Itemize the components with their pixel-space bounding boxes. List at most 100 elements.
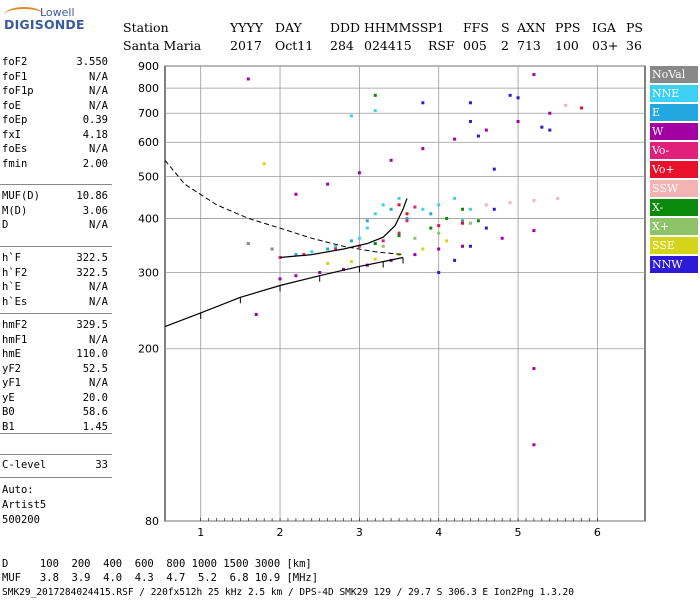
data-point xyxy=(397,203,401,207)
auto-scaling-text: Artist5 xyxy=(2,499,47,511)
data-point xyxy=(326,182,330,186)
param-name: C-level xyxy=(2,459,47,471)
data-point xyxy=(484,203,488,207)
data-point xyxy=(461,244,465,248)
data-point xyxy=(516,96,520,100)
legend-item-x-: X- xyxy=(650,199,698,216)
data-point xyxy=(421,247,425,251)
param-name: fmin xyxy=(2,157,28,170)
separator xyxy=(0,454,112,455)
param-name: hmE xyxy=(2,348,21,360)
separator xyxy=(0,477,112,478)
x-tick-label: 6 xyxy=(594,526,601,539)
y-tick-label: 900 xyxy=(138,60,159,73)
param-name: B0 xyxy=(2,406,15,418)
data-point xyxy=(262,162,266,166)
y-tick-label: 600 xyxy=(138,136,159,149)
param-value: N/A xyxy=(89,85,108,97)
hdr-s: S xyxy=(501,20,510,35)
data-point xyxy=(373,212,377,216)
data-point xyxy=(421,147,425,151)
param-row: hmE 110.0 xyxy=(2,348,108,362)
data-point xyxy=(294,253,298,257)
data-point xyxy=(278,277,282,281)
legend-item-vo-: Vo+ xyxy=(650,161,698,178)
param-row: B1 1.45 xyxy=(2,421,108,435)
param-value: 10.86 xyxy=(76,190,108,202)
param-value: 33 xyxy=(95,459,108,471)
data-point xyxy=(429,212,433,216)
param-value: N/A xyxy=(89,99,108,112)
separator xyxy=(0,313,112,314)
hdr-pps-val: 100 xyxy=(555,38,579,53)
hdr-pps: PPS xyxy=(555,20,581,35)
data-point xyxy=(294,192,298,196)
data-point xyxy=(476,219,480,223)
c-level-row: C-level 33 xyxy=(2,459,108,473)
y-tick-label: 700 xyxy=(138,107,159,120)
legend-item-e: E xyxy=(650,104,698,121)
data-point xyxy=(437,271,441,275)
header-line-2: Santa Maria 2017 Oct11 284 024415 RSF 00… xyxy=(0,38,642,233)
data-point xyxy=(468,101,472,105)
data-point xyxy=(389,207,393,211)
param-name: foEs xyxy=(2,143,28,155)
param-row: foF2 3.550 xyxy=(2,56,108,70)
y-tick-label: 200 xyxy=(138,343,159,356)
data-point xyxy=(540,125,544,129)
data-point xyxy=(373,257,377,261)
param-name: hmF1 xyxy=(2,333,28,346)
param-value: N/A xyxy=(89,333,108,346)
param-row: foEp 0.39 xyxy=(2,114,108,128)
param-name: h`Es xyxy=(2,295,28,308)
data-point xyxy=(508,201,512,205)
x-tick-label: 2 xyxy=(277,526,284,539)
hdr-p1-val: RSF xyxy=(428,38,455,53)
data-point xyxy=(357,244,361,248)
data-point xyxy=(453,196,457,200)
param-value: 20.0 xyxy=(82,391,108,404)
param-row: yE 20.0 xyxy=(2,392,108,406)
data-point xyxy=(445,239,449,243)
logo-product: DIGISONDE xyxy=(4,17,85,32)
data-point xyxy=(334,244,338,248)
data-point xyxy=(548,128,552,132)
data-point xyxy=(500,236,504,240)
data-point xyxy=(405,216,409,220)
data-point xyxy=(349,239,353,243)
param-row: foE N/A xyxy=(2,100,108,114)
data-point xyxy=(468,207,472,211)
data-point xyxy=(397,196,401,200)
hdr-ffs-val: 005 xyxy=(463,38,487,53)
legend-item-vo-: Vo- xyxy=(650,142,698,159)
hdr-iga: IGA xyxy=(592,20,616,35)
data-point xyxy=(381,244,385,248)
data-point xyxy=(405,212,409,216)
hdr-axn: AXN xyxy=(517,20,546,35)
data-point xyxy=(270,247,274,251)
data-point xyxy=(381,239,385,243)
y-tick-label: 80 xyxy=(145,515,159,528)
hdr-ddd-val: 284 xyxy=(330,38,354,53)
data-point xyxy=(468,244,472,248)
separator xyxy=(0,433,112,434)
param-name: yF1 xyxy=(2,377,21,389)
data-point xyxy=(357,171,361,175)
auto-scaling-text: Auto: xyxy=(2,484,34,496)
data-point xyxy=(373,242,377,246)
data-point xyxy=(421,101,425,105)
data-point xyxy=(373,93,377,97)
data-point xyxy=(389,158,393,162)
data-point xyxy=(413,236,417,240)
hdr-iga-val: 03+ xyxy=(592,38,619,53)
legend-item-sse: SSE xyxy=(650,237,698,254)
hdr-station: Station xyxy=(123,20,169,35)
data-point xyxy=(326,247,330,251)
hdr-hhmmss: HHMMSS xyxy=(364,20,429,35)
param-name: fxI xyxy=(2,128,21,141)
param-row: foF1p N/A xyxy=(2,85,108,99)
hdr-ffs: FFS xyxy=(463,20,489,35)
separator xyxy=(0,184,112,185)
hdr-ps-val: 36 xyxy=(626,38,642,53)
